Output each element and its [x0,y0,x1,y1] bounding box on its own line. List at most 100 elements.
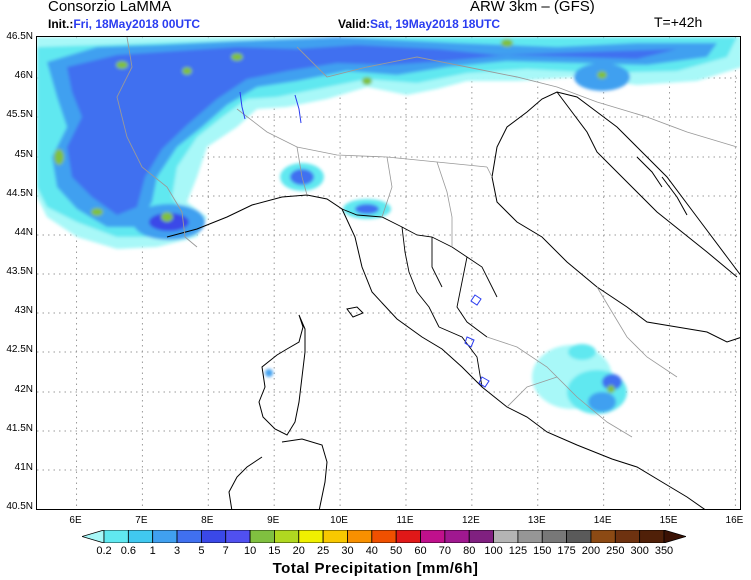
lon-label: 10E [330,515,348,526]
coastline-adriatic [491,91,740,343]
colorbar-swatch [152,530,178,543]
lat-label: 40.5N [6,501,33,512]
precip-colorbar [82,530,686,543]
model-title: ARW 3km – (GFS) [470,0,595,15]
colorbar-swatch [298,530,324,543]
coastline-mainland [166,194,706,509]
colorbar-swatch [541,530,568,543]
colorbar-arrow-low [82,530,105,543]
colorbar-level-label: 100 [484,545,503,557]
lon-label: 8E [201,515,214,526]
lon-label: 15E [659,515,678,526]
colorbar-level-label: 7 [222,545,229,557]
colorbar-level-label: 1 [149,545,156,557]
colorbar-swatch [614,530,641,543]
coastline-croatia [556,91,738,278]
colorbar-swatch [493,530,519,543]
lake-garda [294,94,302,124]
colorbar-level-label: 3 [173,545,181,557]
island [636,156,663,188]
island-elba [346,306,364,318]
colorbar-swatch [590,530,616,543]
colorbar-level-label: 125 [508,545,528,557]
lon-label: 16E [725,515,744,526]
colorbar-swatch [566,530,592,543]
colorbar-level-label: 20 [292,545,305,557]
precip-core [116,61,128,69]
precipitation-map [36,36,741,510]
colorbar-swatch [347,530,373,543]
lon-label: 13E [527,515,546,526]
precip-core [362,77,372,85]
lon-label: 14E [593,515,612,526]
colorbar-level-label: 0.6 [120,545,136,557]
colorbar-level-label: 60 [414,545,427,557]
lat-label: 46.5N [6,31,33,42]
lake-maggiore [239,91,246,120]
lat-label: 45N [14,149,33,160]
colorbar-swatch [639,530,665,543]
colorbar-level-label: 70 [438,545,451,557]
lat-label: 43N [14,305,33,316]
colorbar-swatch [322,530,348,543]
lon-label: 6E [69,515,82,526]
colorbar-level-label: 150 [533,545,552,557]
precip-core [161,212,173,222]
lat-label: 42N [14,384,33,395]
precip-core [182,67,192,75]
colorbar-level-label: 5 [198,545,205,557]
lat-label: 44.5N [6,188,33,199]
precip-area-apennine-core [355,204,379,214]
lat-label: 41N [14,462,33,473]
colorbar-level-label: 175 [557,545,576,557]
init-info: Init.:Fri, 18May2018 00UTC [48,17,200,31]
lat-label: 43.5N [6,266,33,277]
lat-label: 44N [14,227,33,238]
precip-core [501,39,513,47]
map-canvas [37,37,740,509]
colorbar-level-label: 50 [390,545,403,557]
colorbar-swatch [274,530,300,543]
precip-core [91,208,103,216]
colorbar-level-label: 25 [317,545,330,557]
colorbar-level-label: 10 [243,545,257,557]
colorbar-swatch [176,530,202,543]
lake-bolsena [464,336,475,348]
colorbar-swatch [127,530,154,543]
colorbar-level-label: 80 [463,545,476,557]
precip-area-lazio [568,344,596,360]
precip-core [54,149,64,165]
colorbar-level-label: 0.2 [96,545,112,557]
region-borders-north [236,108,493,247]
lake-trasimeno [470,294,482,306]
colorbar-swatch [103,530,129,543]
region-borders-south [486,286,678,438]
colorbar-title: Total Precipitation [mm/6h] [272,560,479,577]
init-label: Init.: [48,17,74,31]
country-border-alps [116,37,738,248]
colorbar-level-label: 250 [606,545,625,557]
colorbar-swatch [517,530,543,543]
colorbar-swatch [444,530,470,543]
precip-area-maritime-core [149,213,189,231]
colorbar-swatch [420,530,446,543]
lon-label: 7E [135,515,148,526]
lon-label: 9E [267,515,280,526]
precip-area-abruzzo-3 [588,392,616,412]
lat-label: 45.5N [6,109,33,120]
lat-label: 46N [14,70,33,81]
precipitation-field [37,37,740,414]
coastline-corsica [258,314,306,436]
lead-time: T=+42h [654,14,703,30]
colorbar-swatch [371,530,397,543]
lon-label: 11E [396,515,414,526]
colorbar-swatch [200,530,227,543]
coastline-sardinia [228,438,328,509]
valid-label: Valid: [338,17,371,31]
lon-label: 12E [461,515,480,526]
region-borders [341,208,498,388]
init-value: Fri, 18May2018 00UTC [73,17,201,31]
island [661,176,688,216]
valid-info: Valid:Sat, 19May2018 18UTC [338,17,500,31]
colorbar-level-label: 200 [581,545,601,557]
